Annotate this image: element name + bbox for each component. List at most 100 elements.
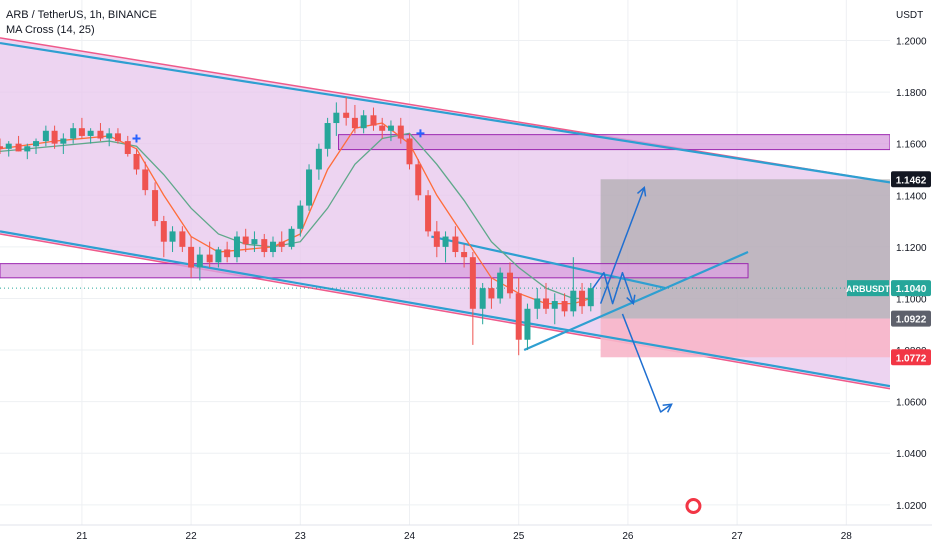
candle-body: [233, 236, 240, 258]
candle-body: [70, 128, 77, 139]
candle-body: [0, 146, 4, 149]
candle-body: [42, 130, 49, 142]
candle-body: [97, 130, 104, 139]
candle-body: [51, 130, 58, 144]
price-tick-label: 1.1400: [896, 191, 927, 202]
symbol-title: ARB / TetherUS, 1h, BINANCE: [6, 9, 157, 21]
price-tick-label: 1.0400: [896, 449, 927, 460]
projection-arrow-1: [592, 271, 635, 305]
arrow-head-0: [636, 186, 647, 197]
indicator-title: MA Cross (14, 25): [6, 24, 95, 36]
stop-price-label: 1.0772: [896, 353, 927, 364]
candle-body: [188, 246, 195, 268]
candle-body: [587, 288, 594, 307]
symbol-tag-label: ARBUSDT: [846, 284, 891, 294]
candle-body: [169, 231, 176, 242]
candle-body: [561, 301, 568, 312]
candle-body: [15, 143, 22, 152]
candle-body: [196, 254, 203, 268]
trend-line-0: [0, 41, 891, 184]
candle-body: [242, 236, 249, 245]
price-axis-bg: [890, 0, 932, 550]
candle-body: [524, 308, 531, 340]
currency-label: USDT: [896, 10, 923, 21]
stop-box: [600, 318, 890, 358]
price-tick-label: 1.1600: [896, 140, 927, 151]
arrow-head-1: [626, 294, 636, 306]
candle-body: [106, 133, 113, 139]
candle-body: [60, 138, 67, 144]
candle-body: [469, 257, 476, 309]
candle-body: [78, 128, 85, 136]
zone-1: [0, 263, 749, 279]
candle-body: [215, 249, 222, 263]
candle-body: [479, 288, 486, 309]
last-price-badge: [891, 280, 931, 297]
candle-body: [387, 125, 394, 131]
candle-body: [306, 169, 313, 206]
economic-event-icon-inner: [688, 501, 699, 511]
trend-line-1: [0, 230, 891, 388]
candle-body: [24, 146, 31, 152]
candle-body: [278, 241, 285, 247]
candle-body: [5, 143, 12, 149]
time-tick-label: 26: [622, 531, 634, 542]
projection-arrow-2: [621, 313, 673, 413]
price-tick-label: 1.0200: [896, 501, 927, 512]
price-tick-label: 1.0600: [896, 398, 927, 409]
arrow-head-2: [662, 403, 673, 413]
candle-body: [570, 290, 577, 312]
time-tick-label: 25: [513, 531, 525, 542]
time-axis-bg: [0, 525, 932, 550]
target-price-badge: [891, 171, 931, 188]
entry-price-label: 1.0922: [896, 315, 927, 326]
price-tick-label: 1.1800: [896, 88, 927, 99]
candle-body: [442, 236, 449, 247]
entry-price-badge: [891, 310, 931, 327]
candle-body: [360, 115, 367, 129]
candle-body: [461, 252, 468, 258]
time-tick-label: 23: [295, 531, 307, 542]
candle-body: [160, 221, 167, 242]
candle-body: [425, 195, 432, 232]
candle-body: [270, 241, 277, 253]
last-price-label: 1.1040: [896, 284, 927, 295]
candle-body: [288, 228, 295, 247]
candle-body: [333, 112, 340, 124]
time-tick-label: 21: [76, 531, 88, 542]
candle-body: [179, 231, 186, 247]
candle-body: [124, 141, 131, 154]
candle-body: [297, 205, 304, 229]
candle-body: [497, 272, 504, 299]
candle-body: [543, 298, 550, 309]
candle-body: [406, 138, 413, 165]
candle-body: [534, 298, 541, 309]
candle-body: [315, 148, 322, 170]
candle-body: [488, 288, 495, 299]
price-tick-label: 1.1200: [896, 243, 927, 254]
candle-body: [324, 123, 331, 149]
candle-body: [415, 164, 422, 196]
candle-body: [224, 249, 231, 258]
candle-body: [433, 231, 440, 247]
candle-body: [152, 190, 159, 222]
candle-body: [206, 254, 213, 263]
candle-body: [506, 272, 513, 294]
stop-price-badge: [891, 349, 931, 366]
ma-slow-line: [0, 132, 591, 300]
time-tick-label: 28: [841, 531, 853, 542]
trend-line-3: [523, 251, 749, 352]
candle-body: [114, 133, 121, 142]
candle-body: [33, 141, 40, 147]
symbol-tag-badge: [847, 280, 889, 297]
channel-lower-edge: [0, 233, 891, 390]
time-tick-label: 27: [732, 531, 744, 542]
target-price-label: 1.1462: [896, 175, 927, 186]
candle-body: [379, 125, 386, 131]
price-tick-label: 1.2000: [896, 36, 927, 47]
candle-body: [133, 153, 140, 170]
candle-body: [551, 301, 558, 309]
candle-body: [351, 117, 358, 129]
